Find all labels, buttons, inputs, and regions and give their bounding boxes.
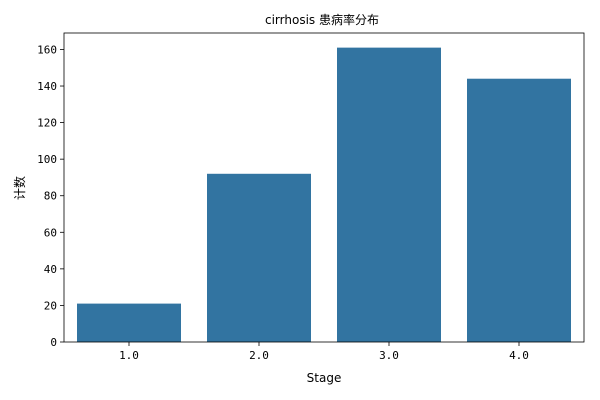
y-tick-label: 80 [44,190,57,203]
x-tick-label: 4.0 [509,349,529,362]
x-axis-label: Stage [307,371,342,385]
x-tick-label: 1.0 [119,349,139,362]
plot-frame [63,32,585,343]
bar-4.0 [467,78,571,343]
y-tick-label: 120 [37,117,57,130]
y-tick-label: 100 [37,153,57,166]
y-tick-label: 60 [44,226,57,239]
x-tick-label: 3.0 [379,349,399,362]
y-tick-label: 160 [37,43,57,56]
y-tick-label: 0 [50,336,57,349]
bar-3.0 [337,47,441,342]
y-tick-label: 140 [37,80,57,93]
y-axis-ticks: 0 20 40 60 80 100 120 140 160 [37,43,64,349]
bar-2.0 [207,173,311,342]
y-tick-label: 20 [44,299,57,312]
bar-1.0 [77,303,181,342]
x-axis-ticks: 1.0 2.0 3.0 4.0 [119,342,529,362]
y-axis-label: 计数 [12,176,27,200]
chart-title: cirrhosis 患病率分布 [265,12,379,27]
bars-group [77,47,571,343]
y-tick-label: 40 [44,263,57,276]
x-tick-label: 2.0 [249,349,269,362]
